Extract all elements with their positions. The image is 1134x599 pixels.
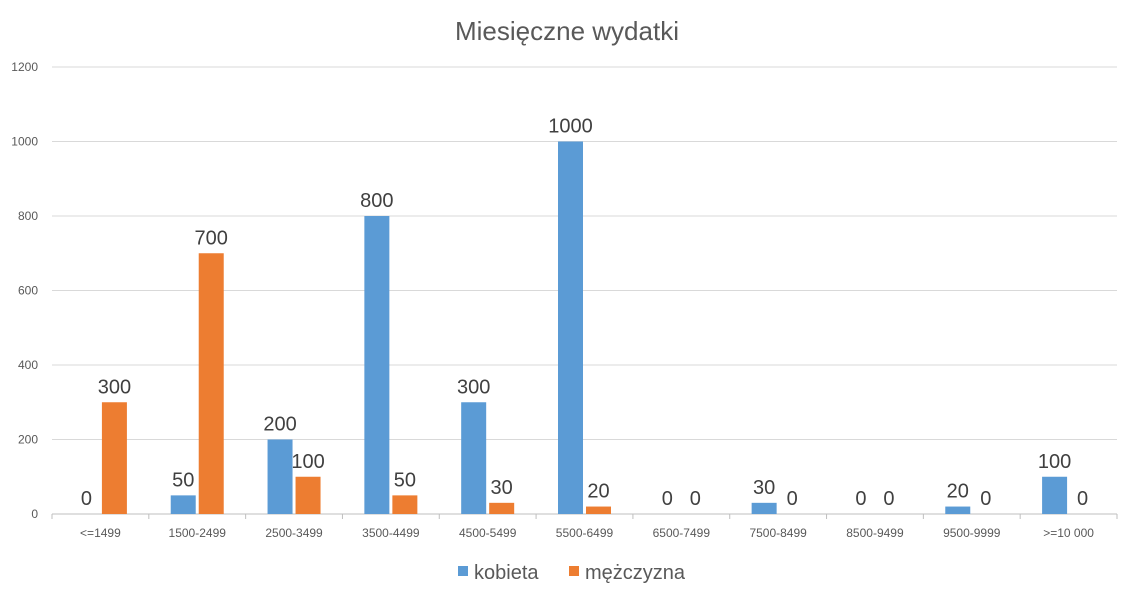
data-label-m-czyzna-2500-3499: 100 bbox=[291, 451, 324, 473]
bar-m-czyzna-1499 bbox=[101, 402, 127, 514]
x-tick-label-6500-7499: 6500-7499 bbox=[653, 526, 711, 540]
chart-title: Miesięczne wydatki bbox=[455, 16, 679, 46]
data-label-kobieta-7500-8499: 30 bbox=[753, 477, 775, 499]
x-tick-label-4500-5499: 4500-5499 bbox=[459, 526, 517, 540]
y-tick-label: 200 bbox=[18, 433, 38, 447]
y-tick-label: 1000 bbox=[11, 135, 38, 149]
y-tick-label: 600 bbox=[18, 284, 38, 298]
bars bbox=[101, 141, 1068, 514]
data-label-m-czyzna-6500-7499: 0 bbox=[690, 488, 701, 510]
x-tick-label-8500-9499: 8500-9499 bbox=[846, 526, 904, 540]
legend-label-mezczyzna: mężczyzna bbox=[585, 562, 686, 584]
data-label-m-czyzna-1499: 300 bbox=[98, 376, 131, 398]
data-label-m-czyzna-10-000: 0 bbox=[1077, 488, 1088, 510]
x-tick-label-1500-2499: 1500-2499 bbox=[169, 526, 227, 540]
data-label-kobieta-6500-7499: 0 bbox=[662, 488, 673, 510]
bar-m-czyzna-4500-5499 bbox=[489, 502, 515, 514]
bar-m-czyzna-2500-3499 bbox=[295, 476, 321, 514]
bar-kobieta-3500-4499 bbox=[364, 216, 390, 514]
data-label-kobieta-8500-9499: 0 bbox=[855, 488, 866, 510]
bar-m-czyzna-3500-4499 bbox=[392, 495, 418, 514]
y-tick-label: 1200 bbox=[11, 60, 38, 74]
data-label-kobieta-9500-9999: 20 bbox=[947, 481, 969, 503]
bar-kobieta-10-000 bbox=[1042, 476, 1068, 514]
y-tick-label: 400 bbox=[18, 358, 38, 372]
bar-kobieta-9500-9999 bbox=[945, 506, 971, 514]
x-axis: <=1499 1500-2499 2500-3499 3500-4499 4500-54… bbox=[51, 514, 1118, 540]
x-tick-label-5500-6499: 5500-6499 bbox=[556, 526, 614, 540]
data-label-kobieta-3500-4499: 800 bbox=[360, 190, 393, 212]
y-tick-label: 0 bbox=[31, 507, 38, 521]
x-tick-label-1499: <=1499 bbox=[80, 526, 121, 540]
x-tick-label-7500-8499: 7500-8499 bbox=[749, 526, 807, 540]
bar-m-czyzna-5500-6499 bbox=[586, 506, 611, 514]
bar-kobieta-4500-5499 bbox=[461, 402, 487, 514]
y-tick-label: 800 bbox=[18, 209, 38, 223]
legend-swatch-mezczyzna bbox=[569, 566, 579, 576]
legend-label-kobieta: kobieta bbox=[474, 562, 539, 584]
bar-kobieta-2500-3499 bbox=[267, 439, 293, 514]
data-label-kobieta-1499: 0 bbox=[81, 488, 92, 510]
data-label-m-czyzna-5500-6499: 20 bbox=[587, 481, 609, 503]
data-label-kobieta-10-000: 100 bbox=[1038, 451, 1071, 473]
legend: kobieta mężczyzna bbox=[458, 562, 686, 584]
bar-kobieta-1500-2499 bbox=[170, 495, 196, 514]
data-label-m-czyzna-9500-9999: 0 bbox=[980, 488, 991, 510]
bar-kobieta-5500-6499 bbox=[558, 141, 583, 514]
data-label-kobieta-1500-2499: 50 bbox=[172, 469, 194, 491]
legend-swatch-kobieta bbox=[458, 566, 468, 576]
bar-kobieta-7500-8499 bbox=[751, 502, 777, 514]
y-axis: 0 200 400 600 800 1000 1200 bbox=[11, 60, 38, 521]
data-label-m-czyzna-4500-5499: 30 bbox=[491, 477, 513, 499]
data-label-m-czyzna-7500-8499: 0 bbox=[787, 488, 798, 510]
data-label-m-czyzna-1500-2499: 700 bbox=[195, 227, 228, 249]
data-label-kobieta-2500-3499: 200 bbox=[263, 414, 296, 436]
x-tick-label-2500-3499: 2500-3499 bbox=[265, 526, 323, 540]
data-label-m-czyzna-8500-9499: 0 bbox=[883, 488, 894, 510]
x-tick-label-9500-9999: 9500-9999 bbox=[943, 526, 1001, 540]
data-label-kobieta-5500-6499: 1000 bbox=[548, 116, 593, 138]
x-tick-label-3500-4499: 3500-4499 bbox=[362, 526, 420, 540]
data-label-kobieta-4500-5499: 300 bbox=[457, 376, 490, 398]
gridlines bbox=[52, 66, 1117, 515]
data-label-m-czyzna-3500-4499: 50 bbox=[394, 469, 416, 491]
bar-m-czyzna-1500-2499 bbox=[198, 253, 224, 514]
x-tick-label-10-000: >=10 000 bbox=[1043, 526, 1094, 540]
